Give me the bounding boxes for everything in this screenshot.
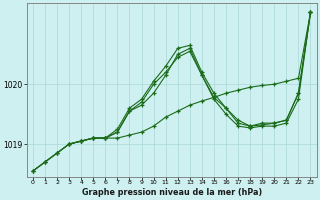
X-axis label: Graphe pression niveau de la mer (hPa): Graphe pression niveau de la mer (hPa) <box>82 188 262 197</box>
